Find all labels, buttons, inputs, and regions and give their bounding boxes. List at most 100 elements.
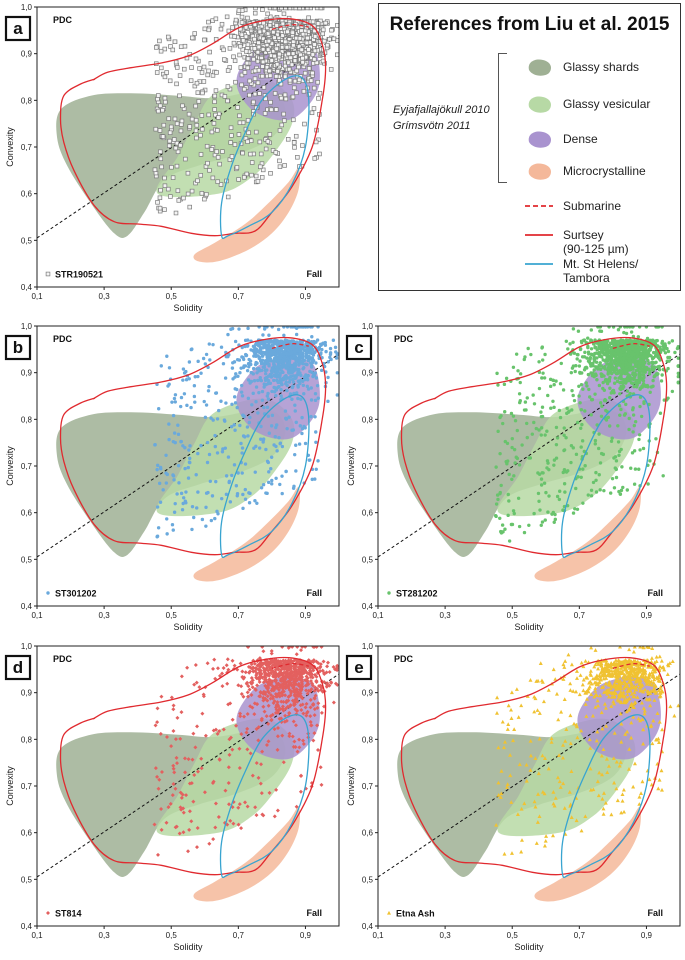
data-point <box>300 646 305 649</box>
data-point <box>219 399 223 403</box>
data-point <box>274 425 278 430</box>
data-point <box>226 332 230 337</box>
data-point <box>297 359 301 364</box>
data-point <box>231 54 236 59</box>
data-point <box>575 507 580 512</box>
data-point <box>335 668 339 673</box>
data-point <box>193 400 197 404</box>
data-point <box>311 738 316 743</box>
data-point <box>216 815 221 820</box>
data-point <box>179 674 184 679</box>
data-point <box>527 523 531 527</box>
data-point <box>279 388 283 392</box>
data-point <box>173 825 178 830</box>
data-point <box>539 477 544 481</box>
x-axis-label: Solidity <box>173 622 203 632</box>
data-point <box>199 113 205 118</box>
data-point <box>628 345 633 350</box>
data-point <box>224 663 229 668</box>
data-point <box>314 376 319 380</box>
data-point <box>269 467 273 471</box>
data-point <box>312 156 317 161</box>
data-point <box>172 396 177 401</box>
data-point <box>303 426 307 430</box>
data-point <box>275 734 280 739</box>
data-point <box>546 510 550 514</box>
data-point <box>272 91 278 96</box>
data-point <box>169 744 174 749</box>
data-point <box>300 355 304 359</box>
data-point <box>317 347 321 351</box>
data-point <box>254 444 258 449</box>
data-point <box>239 692 244 697</box>
data-point <box>288 55 293 60</box>
data-point <box>577 364 582 368</box>
data-point <box>225 657 230 662</box>
data-point <box>241 506 245 511</box>
data-point <box>295 356 299 360</box>
data-point <box>195 506 199 510</box>
data-point <box>194 473 198 477</box>
data-point <box>224 14 230 20</box>
data-point <box>300 426 305 431</box>
data-point <box>605 381 610 386</box>
data-point <box>595 365 599 370</box>
data-point <box>627 378 631 383</box>
data-point <box>178 790 183 795</box>
data-point <box>552 463 556 467</box>
data-point <box>256 775 261 780</box>
data-point <box>155 706 160 711</box>
data-point <box>570 408 574 412</box>
data-point <box>313 371 318 375</box>
data-point <box>589 488 594 492</box>
data-point <box>252 91 258 97</box>
data-point <box>589 494 594 498</box>
data-point <box>277 687 282 692</box>
data-point <box>278 441 282 446</box>
data-point <box>212 99 217 104</box>
data-point <box>654 437 658 441</box>
data-point <box>179 439 183 444</box>
data-point <box>314 679 319 684</box>
data-point <box>597 432 601 436</box>
data-point <box>623 342 627 346</box>
data-point <box>301 711 306 716</box>
data-point <box>197 66 202 71</box>
data-point <box>311 668 316 673</box>
data-point <box>222 418 227 422</box>
data-point <box>242 70 248 75</box>
data-point <box>635 383 639 387</box>
data-point <box>192 394 197 399</box>
data-point <box>331 700 336 705</box>
data-point <box>621 485 625 490</box>
data-point <box>178 44 184 49</box>
line-mt-st-helens-tambora <box>219 75 310 240</box>
x-tick-label: 0,3 <box>99 292 111 301</box>
data-point <box>279 394 283 398</box>
data-point <box>493 514 498 518</box>
data-point <box>254 385 259 389</box>
data-point <box>641 382 646 386</box>
data-point <box>298 789 303 794</box>
y-tick-label: 0,9 <box>21 369 33 378</box>
data-point <box>618 326 623 329</box>
data-point <box>220 496 224 501</box>
data-point <box>212 657 217 662</box>
data-point <box>188 456 192 461</box>
data-point <box>196 99 202 104</box>
data-point <box>290 670 295 675</box>
data-point <box>175 761 180 766</box>
panel-letter: d <box>13 658 23 677</box>
data-point <box>215 417 220 421</box>
data-point <box>183 446 187 450</box>
data-point <box>232 395 237 399</box>
data-point <box>179 118 185 124</box>
data-point <box>320 58 326 64</box>
data-point <box>297 745 302 750</box>
data-point <box>236 822 241 827</box>
data-point <box>239 390 244 394</box>
data-point <box>160 134 166 139</box>
data-point <box>208 479 213 483</box>
data-point <box>213 16 219 22</box>
data-point <box>312 646 317 649</box>
